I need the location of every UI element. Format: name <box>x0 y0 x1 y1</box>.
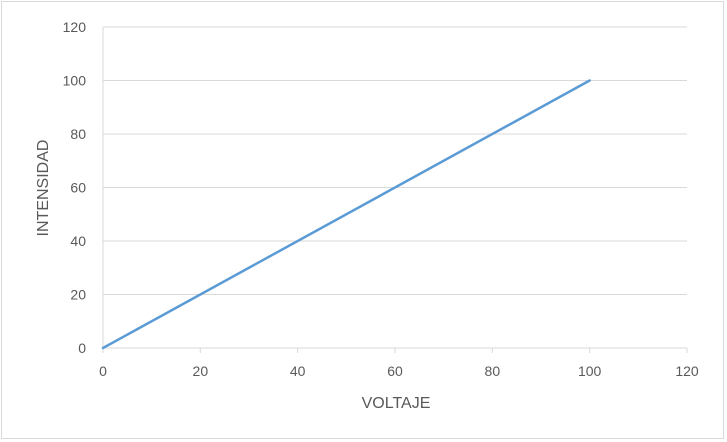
y-tick-label: 60 <box>70 180 86 196</box>
x-tick-label: 0 <box>99 363 107 379</box>
x-tick-label: 100 <box>578 363 602 379</box>
y-tick-label: 80 <box>70 126 86 142</box>
x-tick-labels: 0 20 40 60 80 100 120 <box>99 363 699 379</box>
x-axis-title: VOLTAJE <box>362 395 431 412</box>
series-line-0 <box>101 79 591 350</box>
y-tick-labels: 0 20 40 60 80 100 120 <box>63 19 87 356</box>
x-tick-label: 40 <box>290 363 306 379</box>
y-tick-label: 20 <box>70 287 86 303</box>
gridlines <box>103 26 687 295</box>
y-tick-label: 40 <box>70 233 86 249</box>
x-tick-label: 80 <box>485 363 501 379</box>
y-tick-label: 0 <box>78 340 86 356</box>
x-tick-label: 60 <box>387 363 403 379</box>
axes <box>102 27 688 353</box>
series-group <box>101 79 591 350</box>
y-axis-title: INTENSIDAD <box>35 140 52 237</box>
x-tick-label: 120 <box>675 363 699 379</box>
y-tick-label: 100 <box>63 73 87 89</box>
y-tick-label: 120 <box>63 19 87 35</box>
x-tick-label: 20 <box>193 363 209 379</box>
